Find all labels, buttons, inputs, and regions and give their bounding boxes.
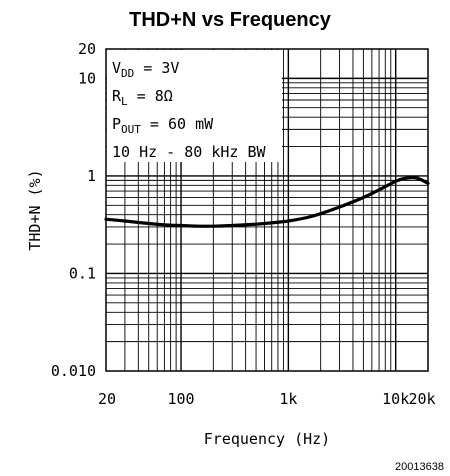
x-tick-labels: 20 100 1k 10k 20k (98, 390, 436, 408)
y-tick-label: 20 (78, 40, 96, 58)
x-tick-label: 20k (408, 390, 435, 408)
annotation-vdd: VDD = 3V (112, 59, 179, 80)
annotation-bandwidth: 10 Hz - 80 kHz BW (112, 143, 266, 161)
y-tick-labels: 20 10 1 0.1 0.010 (51, 40, 96, 380)
y-tick-label: 0.010 (51, 362, 96, 380)
y-tick-label: 10 (78, 69, 96, 87)
x-axis-label: Frequency (Hz) (204, 430, 330, 448)
x-tick-label: 1k (279, 390, 297, 408)
y-tick-label: 1 (87, 167, 96, 185)
annotation-rl: RL = 8Ω (112, 87, 173, 108)
y-axis-label: THD+N (%) (26, 169, 44, 250)
x-tick-label: 100 (167, 390, 194, 408)
annotation-pout: POUT = 60 mW (112, 115, 214, 136)
chart-title: THD+N vs Frequency (129, 9, 332, 31)
y-tick-label: 0.1 (69, 264, 96, 282)
annotation-box (107, 50, 282, 162)
figure-id: 20013638 (395, 461, 444, 473)
plot-frame (105, 48, 429, 372)
x-tick-label: 20 (98, 390, 116, 408)
series-line-thd (104, 175, 430, 228)
x-tick-label: 10k (382, 390, 409, 408)
